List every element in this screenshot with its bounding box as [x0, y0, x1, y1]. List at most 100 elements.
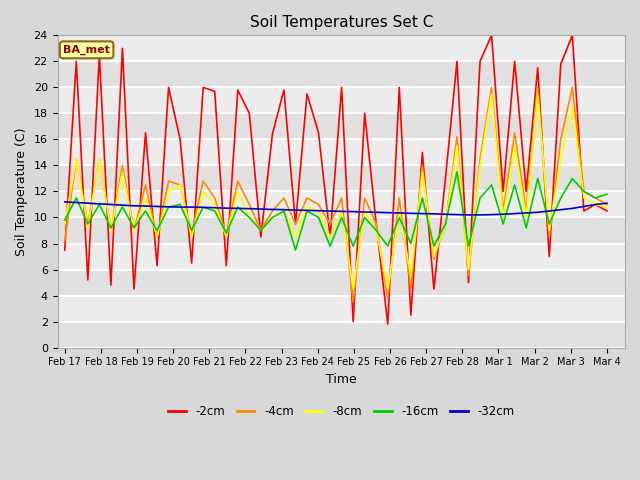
-2cm [534, 65, 541, 71]
-8cm [280, 208, 288, 214]
-16cm [522, 225, 530, 231]
-32cm [396, 210, 403, 216]
-4cm [211, 195, 218, 201]
-4cm [61, 238, 68, 244]
-2cm [246, 110, 253, 116]
-32cm [303, 207, 311, 213]
-32cm [384, 210, 392, 216]
Bar [58, 296, 625, 322]
Bar [58, 139, 625, 166]
-2cm [326, 234, 334, 240]
-2cm [557, 61, 564, 67]
-8cm [568, 104, 576, 110]
-2cm [130, 286, 138, 292]
-32cm [176, 204, 184, 210]
-16cm [141, 208, 149, 214]
-16cm [95, 202, 103, 207]
-32cm [61, 199, 68, 205]
-32cm [465, 212, 472, 218]
-16cm [315, 215, 323, 220]
-8cm [211, 202, 218, 207]
-16cm [84, 221, 92, 227]
Line: -4cm: -4cm [65, 87, 607, 302]
-4cm [511, 130, 518, 136]
-32cm [292, 207, 300, 213]
-2cm [141, 130, 149, 136]
-2cm [107, 282, 115, 288]
-2cm [95, 52, 103, 58]
-4cm [153, 234, 161, 240]
-2cm [361, 110, 369, 116]
-16cm [396, 215, 403, 220]
Bar [58, 87, 625, 113]
-8cm [488, 91, 495, 97]
-32cm [246, 206, 253, 212]
Bar [58, 61, 625, 87]
-2cm [176, 136, 184, 142]
-2cm [269, 132, 276, 137]
-8cm [141, 195, 149, 201]
-4cm [534, 84, 541, 90]
Line: -16cm: -16cm [65, 172, 607, 250]
-8cm [453, 143, 461, 149]
-32cm [361, 209, 369, 215]
-2cm [396, 84, 403, 90]
Line: -2cm: -2cm [65, 36, 607, 324]
-8cm [361, 208, 369, 214]
-32cm [95, 201, 103, 207]
-2cm [384, 321, 392, 327]
-2cm [199, 84, 207, 90]
-32cm [234, 205, 242, 211]
-4cm [522, 208, 530, 214]
-16cm [603, 191, 611, 197]
-2cm [292, 221, 300, 227]
-8cm [465, 267, 472, 273]
-4cm [84, 221, 92, 227]
-32cm [349, 209, 357, 215]
-16cm [511, 182, 518, 188]
-4cm [568, 84, 576, 90]
-16cm [407, 240, 415, 246]
-8cm [522, 215, 530, 220]
-4cm [315, 202, 323, 207]
Bar [58, 113, 625, 139]
-32cm [580, 204, 588, 209]
-8cm [338, 208, 346, 214]
-16cm [280, 208, 288, 214]
-8cm [430, 253, 438, 259]
Title: Soil Temperatures Set C: Soil Temperatures Set C [250, 15, 433, 30]
-32cm [257, 206, 265, 212]
-32cm [453, 212, 461, 217]
-16cm [338, 215, 346, 220]
-2cm [211, 88, 218, 94]
-2cm [61, 247, 68, 253]
-8cm [499, 215, 507, 220]
-16cm [303, 208, 311, 214]
-16cm [61, 217, 68, 223]
-2cm [499, 189, 507, 194]
-8cm [326, 234, 334, 240]
-16cm [234, 204, 242, 210]
-32cm [603, 200, 611, 206]
-16cm [188, 228, 195, 233]
-4cm [442, 221, 449, 227]
-2cm [511, 59, 518, 64]
-8cm [591, 202, 599, 207]
Text: BA_met: BA_met [63, 45, 110, 55]
-2cm [419, 150, 426, 156]
-16cm [591, 195, 599, 201]
-2cm [315, 130, 323, 136]
-8cm [476, 163, 484, 168]
-8cm [118, 169, 126, 175]
-16cm [534, 176, 541, 181]
-16cm [118, 204, 126, 210]
-2cm [280, 87, 288, 93]
-2cm [488, 33, 495, 38]
-32cm [118, 202, 126, 208]
-8cm [407, 273, 415, 279]
Bar [58, 166, 625, 192]
-4cm [292, 221, 300, 227]
-16cm [488, 182, 495, 188]
-2cm [442, 176, 449, 181]
-16cm [246, 215, 253, 220]
